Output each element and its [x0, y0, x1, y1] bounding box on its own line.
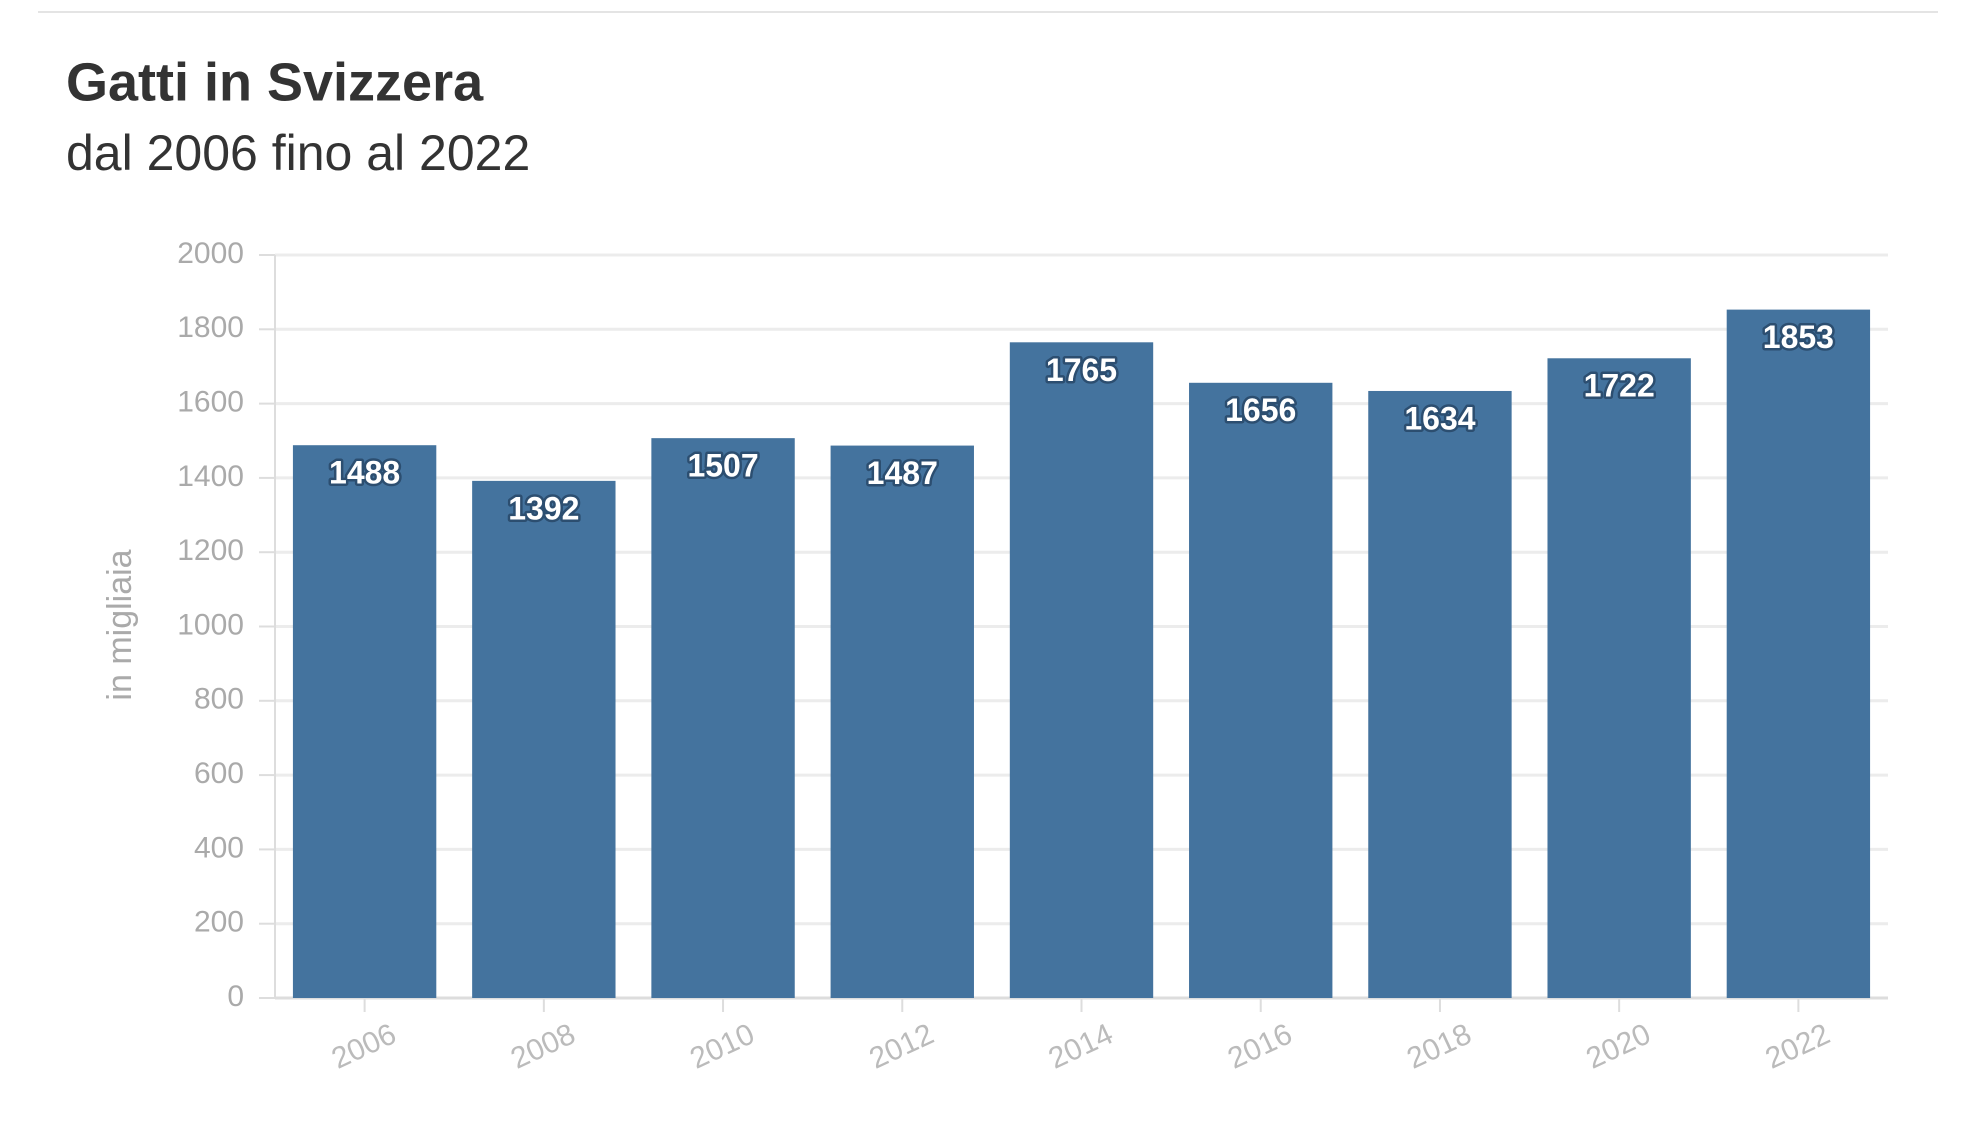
x-tick-label: 2022: [1761, 1018, 1835, 1076]
value-label: 1634: [1404, 400, 1475, 436]
y-tick-label: 1200: [177, 534, 244, 567]
y-tick-label: 800: [194, 683, 244, 716]
bar: [830, 445, 974, 999]
value-label: 1488: [329, 455, 400, 491]
bar: [1726, 309, 1871, 999]
bar: [651, 438, 795, 998]
x-tick-label: 2008: [506, 1018, 580, 1076]
x-tick-label: 2020: [1581, 1018, 1655, 1076]
bar: [1368, 390, 1512, 998]
x-tick-label: 2018: [1402, 1018, 1476, 1076]
value-label: 1507: [687, 448, 758, 484]
x-tick-label: 2016: [1223, 1018, 1297, 1076]
x-tick-label: 2010: [685, 1018, 759, 1076]
value-label: 1392: [508, 490, 579, 526]
bar: [292, 445, 437, 998]
value-label: 1722: [1584, 368, 1655, 404]
chart-title: Gatti in Svizzera: [66, 52, 484, 112]
y-tick-label: 200: [194, 906, 244, 939]
x-tick-label: 2014: [1044, 1018, 1118, 1076]
y-tick-label: 600: [194, 757, 244, 790]
bar: [1189, 382, 1333, 998]
y-tick-label: 400: [194, 831, 244, 864]
value-label: 1765: [1046, 352, 1117, 388]
value-label: 1853: [1763, 319, 1834, 355]
y-tick-label: 2000: [177, 237, 244, 270]
y-tick-label: 1800: [177, 311, 244, 344]
x-tick-label: 2006: [327, 1018, 401, 1076]
bar: [1547, 358, 1691, 999]
value-label: 1487: [867, 455, 938, 491]
x-tick-label: 2012: [864, 1018, 938, 1076]
y-tick-label: 1600: [177, 386, 244, 419]
y-tick-label: 0: [227, 980, 244, 1013]
bar: [472, 480, 616, 998]
bar: [1009, 342, 1154, 998]
y-tick-label: 1000: [177, 608, 244, 641]
y-axis-label: in migliaia: [101, 549, 139, 700]
chart-subtitle: dal 2006 fino al 2022: [66, 125, 530, 181]
value-label: 1656: [1225, 392, 1296, 428]
y-tick-label: 1400: [177, 460, 244, 493]
